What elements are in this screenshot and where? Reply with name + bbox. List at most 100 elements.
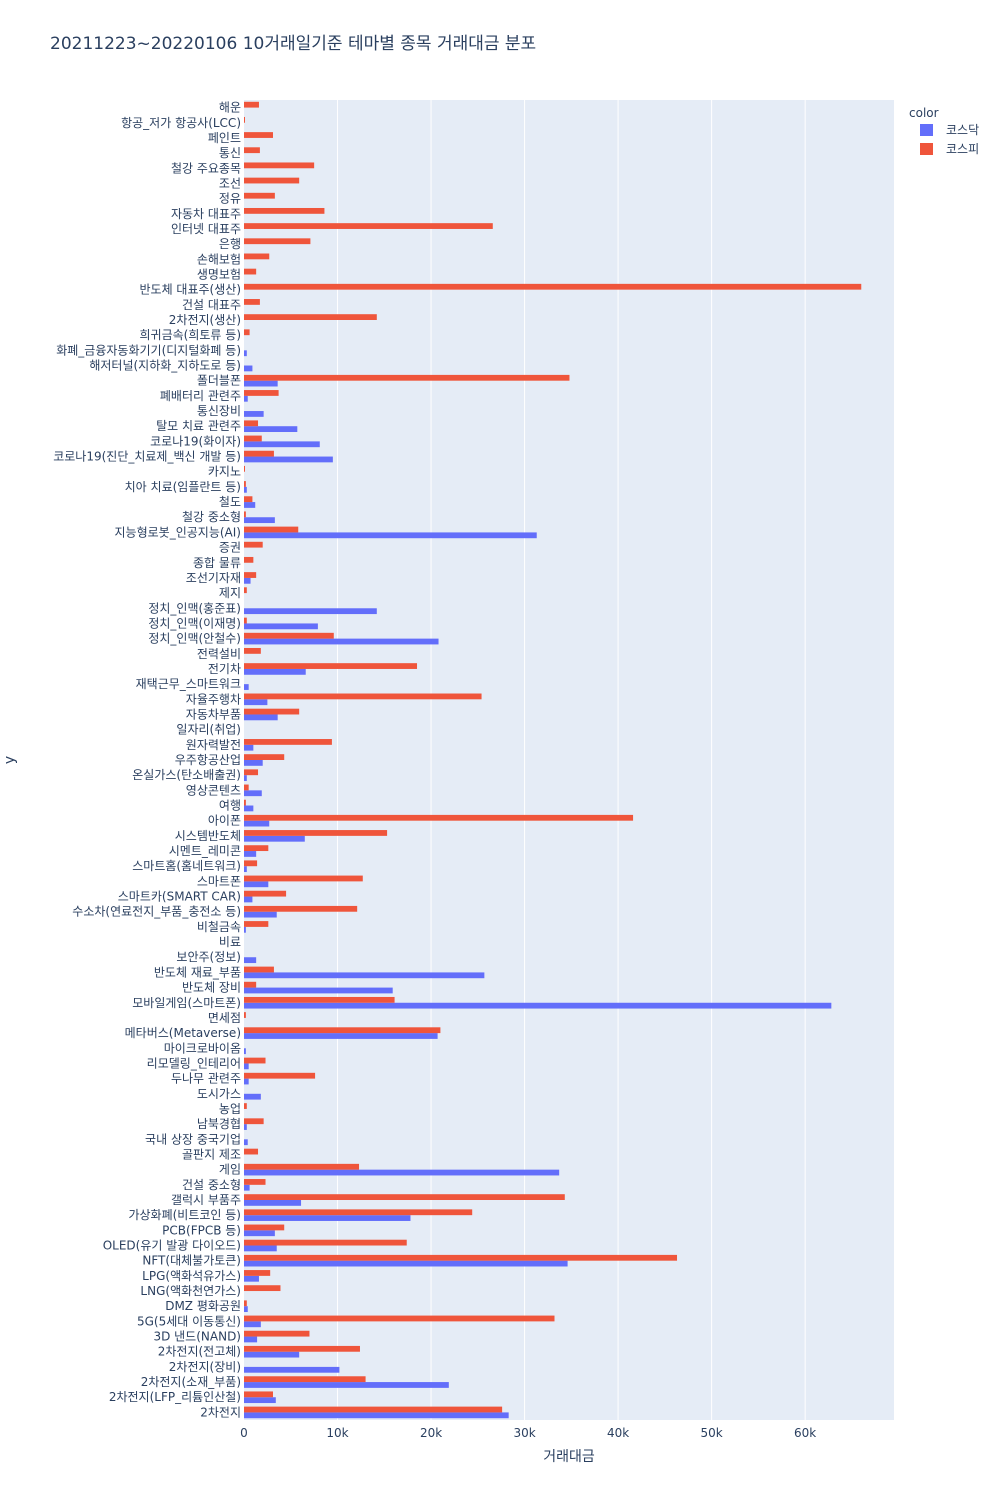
y-tick-label: 두나무 관련주: [171, 1072, 241, 1086]
bar-kospi: [244, 981, 257, 988]
y-tick-label: 전기차: [208, 662, 241, 676]
y-tick-label: 페인트: [208, 131, 241, 145]
bar-kosdaq: [244, 926, 246, 933]
y-tick-label: DMZ 평화공원: [165, 1299, 241, 1313]
bar-kosdaq: [244, 1002, 832, 1009]
x-tick-label: 40k: [607, 1426, 629, 1440]
bar-kospi: [244, 268, 257, 275]
bar-kospi: [244, 223, 493, 229]
y-tick-label: 우주항공산업: [175, 753, 241, 767]
legend-title: color: [909, 106, 939, 120]
y-tick-label: 통신장비: [197, 404, 241, 418]
bar-kospi: [244, 1012, 246, 1018]
bar-kospi: [244, 1406, 503, 1413]
y-tick-label: 스마트카(SMART CAR): [118, 890, 241, 904]
bar-kospi: [244, 632, 334, 639]
y-tick-label: 자동차부품: [186, 707, 241, 721]
bar-kospi: [244, 1027, 441, 1034]
bar-kospi: [244, 481, 246, 487]
bar-kospi: [244, 966, 274, 973]
bar-kospi: [244, 754, 285, 760]
bar-kosdaq: [244, 896, 253, 903]
bar-kospi: [244, 617, 247, 624]
bar-kosdaq: [244, 517, 275, 524]
y-tick-label: 자동차 대표주: [171, 207, 241, 221]
bar-kospi: [244, 132, 273, 138]
y-tick-label: 카지노: [208, 465, 241, 479]
bar-kosdaq: [244, 350, 247, 357]
y-tick-label: 정치_인맥(홍준표): [148, 601, 241, 615]
bar-kosdaq: [244, 1093, 261, 1100]
y-tick-label: 모바일게임(스마트폰): [132, 996, 241, 1010]
bar-kosdaq: [244, 805, 254, 812]
y-tick-label: 인터넷 대표주: [171, 222, 241, 236]
y-tick-label: 2차전지: [200, 1405, 241, 1419]
bar-kospi: [244, 1072, 316, 1079]
bar-kosdaq: [244, 380, 278, 387]
bar-kosdaq: [244, 699, 268, 706]
bar-kospi: [244, 1148, 259, 1155]
bar-kospi: [244, 1330, 310, 1337]
bar-kosdaq: [244, 820, 270, 827]
x-tick-label: 10k: [326, 1426, 348, 1440]
bar-kosdaq: [244, 881, 269, 888]
x-axis-title: 거래대금: [543, 1449, 595, 1465]
y-tick-label: 건설 중소형: [182, 1178, 241, 1192]
bar-kospi: [244, 875, 363, 882]
bar-kospi: [244, 450, 274, 457]
bar-kospi: [244, 1194, 565, 1200]
bar-kosdaq: [244, 608, 377, 615]
bar-kosdaq: [244, 1321, 261, 1328]
y-tick-label: 종합 물류: [193, 556, 241, 570]
bar-kospi: [244, 1270, 271, 1276]
y-tick-label: 손해보험: [197, 252, 241, 266]
bar-kospi: [244, 147, 260, 154]
bar-kosdaq: [244, 1382, 449, 1388]
bar-kospi: [244, 784, 249, 791]
y-tick-label: PCB(FPCB 등): [162, 1223, 241, 1237]
bar-kospi: [244, 465, 245, 472]
bar-kospi: [244, 101, 259, 108]
bar-kospi: [244, 207, 325, 214]
bar-kosdaq: [244, 426, 298, 433]
y-tick-label: 지능형로봇_인공지능(AI): [115, 525, 241, 539]
y-tick-label: 스마트홈(홈네트워크): [132, 859, 241, 873]
legend-item-label: 코스닥: [946, 123, 979, 137]
legend-swatch: [920, 124, 933, 136]
y-tick-label: 철도: [219, 495, 241, 509]
bar-kospi: [244, 299, 260, 305]
y-tick-label: 시멘트_레미콘: [169, 844, 241, 858]
bar-kosdaq: [244, 1033, 438, 1039]
y-tick-label: 코로나19(진단_치료제_백신 개발 등): [53, 450, 241, 464]
bar-kospi: [244, 1224, 285, 1231]
bar-kospi: [244, 1376, 366, 1383]
y-tick-label: 폴더블폰: [197, 374, 241, 388]
y-tick-label: 폐배터리 관련주: [160, 389, 241, 403]
bar-kospi: [244, 739, 332, 745]
bar-kosdaq: [244, 411, 264, 417]
y-tick-label: 면세점: [208, 1011, 241, 1025]
bar-kospi: [244, 693, 482, 700]
bar-kosdaq: [244, 684, 249, 690]
bar-kospi: [244, 905, 358, 912]
y-tick-label: 치아 치료(임플란트 등): [125, 480, 241, 494]
bar-kosdaq: [244, 866, 247, 873]
bar-kospi: [244, 162, 315, 169]
bar-kospi: [244, 830, 388, 836]
bar-kosdaq: [244, 790, 262, 797]
bar-kosdaq: [244, 1306, 248, 1313]
bar-kospi: [244, 1285, 281, 1292]
bar-kospi: [244, 1300, 247, 1307]
bar-kospi: [244, 1179, 266, 1185]
bar-kospi: [244, 890, 287, 897]
bar-kosdaq: [244, 1336, 258, 1343]
legend-item-label: 코스피: [946, 142, 979, 156]
y-tick-label: 정치_인맥(안철수): [148, 632, 241, 646]
bar-kospi: [244, 192, 275, 199]
bar-kosdaq: [244, 577, 251, 584]
y-tick-label: 제지: [219, 586, 241, 600]
y-tick-label: 통신: [219, 146, 241, 160]
y-tick-label: 일자리(취업): [176, 723, 241, 737]
